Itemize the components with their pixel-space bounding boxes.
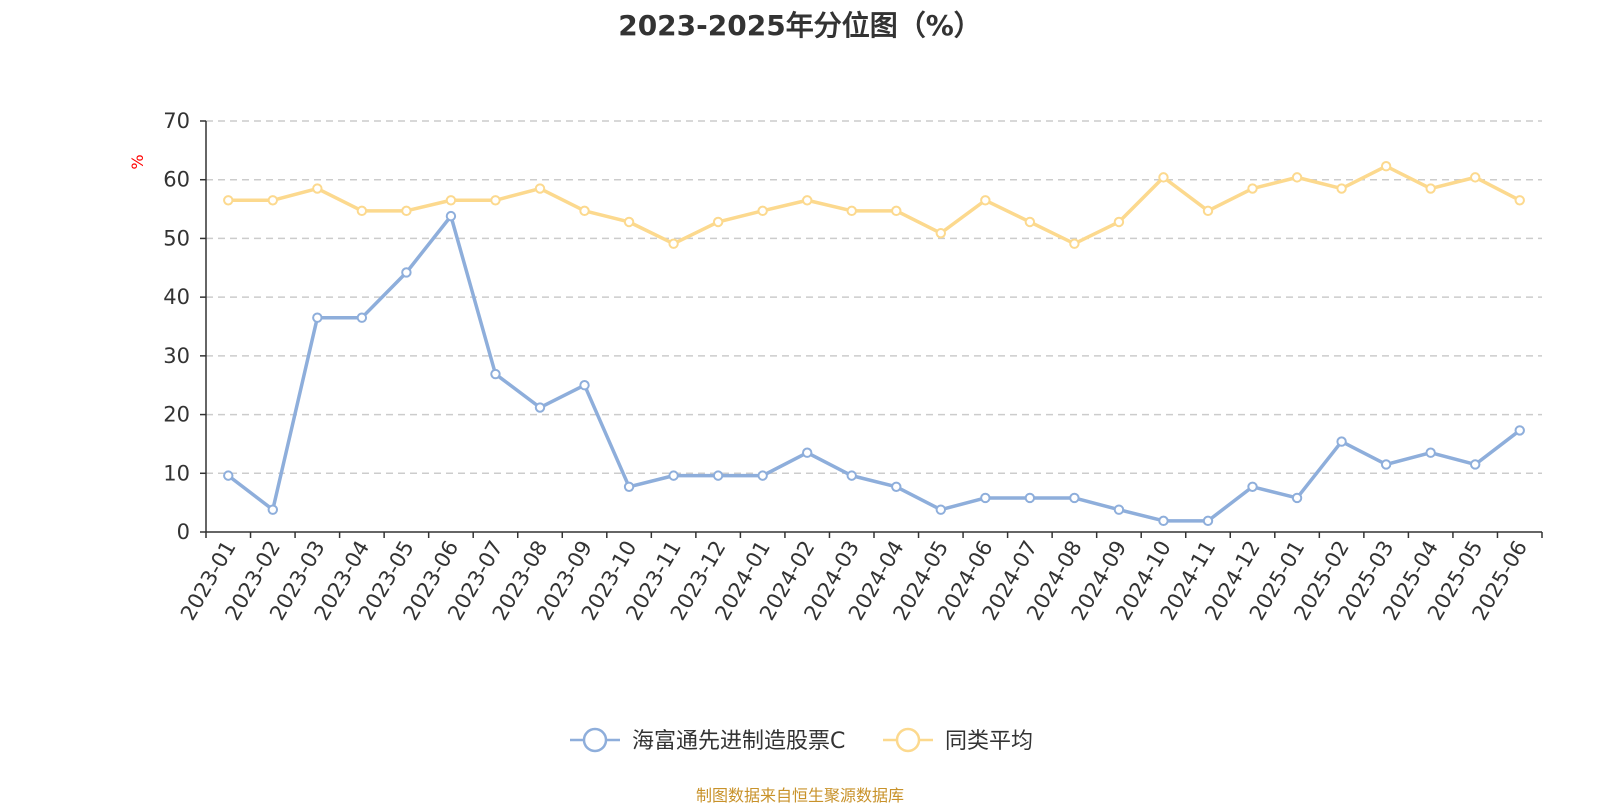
data-point-series-1 [846,470,857,481]
data-point-series-2 [623,216,635,228]
legend-circle-symbol [582,727,608,753]
data-point-series-2 [1470,172,1481,183]
series-lines [227,164,1521,523]
data-point-series-2 [980,195,991,206]
data-point-series-1 [712,470,724,481]
data-point-series-1 [1069,492,1080,504]
data-points [223,161,1525,527]
y-tick-label: 70 [163,109,190,133]
y-tick-label: 20 [163,403,190,427]
chart-title: 2023-2025年分位图（%） [618,9,982,42]
legend-circle-symbol [895,727,921,753]
y-tick-label: 10 [163,461,190,485]
data-point-series-2 [1380,161,1392,172]
legend: 海富通先进制造股票C 同类平均 [570,727,1033,754]
source-note: 制图数据来自恒生聚源数据库 [695,786,904,805]
data-point-series-2 [891,205,902,217]
y-tick-label: 30 [163,344,190,368]
data-point-series-1 [1336,436,1347,447]
data-point-series-2 [401,205,412,217]
data-point-series-2 [1291,172,1303,183]
data-point-series-2 [1069,238,1080,249]
data-point-series-2 [1202,205,1214,217]
data-point-series-2 [1336,183,1347,194]
data-point-series-2 [712,216,724,228]
legend-item-2[interactable]: 同类平均 [883,727,1033,754]
data-point-series-2 [1425,183,1436,194]
legend-label: 同类平均 [945,729,1033,754]
data-point-series-1 [1380,459,1392,470]
data-point-series-1 [1514,425,1525,436]
legend-item-1[interactable]: 海富通先进制造股票C [570,727,845,754]
data-point-series-1 [1425,447,1436,458]
data-point-series-1 [312,312,323,323]
data-point-series-1 [267,504,278,515]
data-point-series-1 [534,402,546,413]
data-point-series-2 [1514,195,1525,206]
data-point-series-1 [490,368,501,380]
y-tick-label: 50 [163,226,190,250]
data-point-series-2 [757,205,768,217]
data-point-series-1 [1247,481,1258,492]
data-point-series-2 [267,195,278,206]
y-axis-unit-label: % [128,154,147,169]
data-point-series-2 [534,183,546,194]
data-point-series-2 [1113,216,1125,228]
y-tick-label: 40 [163,285,190,309]
data-point-series-1 [579,380,590,391]
data-point-series-1 [623,481,635,492]
data-point-series-1 [1202,515,1214,527]
data-point-series-2 [356,205,368,217]
grid-lines [206,120,1542,475]
data-point-series-1 [1470,459,1481,470]
data-point-series-2 [579,205,590,217]
data-point-series-1 [223,470,234,481]
data-point-series-1 [445,210,457,222]
data-point-series-1 [935,504,946,515]
data-point-series-1 [980,492,991,504]
series-line-1 [227,214,1521,523]
data-point-series-2 [445,195,457,206]
data-point-series-1 [891,481,902,492]
data-point-series-1 [1291,492,1303,504]
data-point-series-2 [935,227,946,239]
data-point-series-1 [802,447,813,458]
data-point-series-2 [1247,183,1258,194]
data-point-series-1 [757,470,768,481]
data-point-series-2 [223,195,234,206]
data-point-series-1 [668,470,679,481]
data-point-series-2 [1158,172,1169,183]
data-point-series-1 [356,312,368,323]
data-point-series-1 [1158,515,1169,527]
data-point-series-1 [1024,492,1036,504]
data-point-series-1 [1113,504,1125,515]
y-tick-label: 0 [177,520,190,544]
data-point-series-2 [802,195,813,206]
data-point-series-2 [846,205,857,217]
data-point-series-1 [401,267,412,278]
series-line-2 [228,164,1521,246]
data-point-series-2 [490,195,501,206]
data-point-series-2 [312,183,323,194]
data-point-series-2 [668,238,679,249]
data-point-series-2 [1024,216,1036,228]
y-tick-label: 60 [163,168,190,192]
legend-label: 海富通先进制造股票C [632,729,845,754]
